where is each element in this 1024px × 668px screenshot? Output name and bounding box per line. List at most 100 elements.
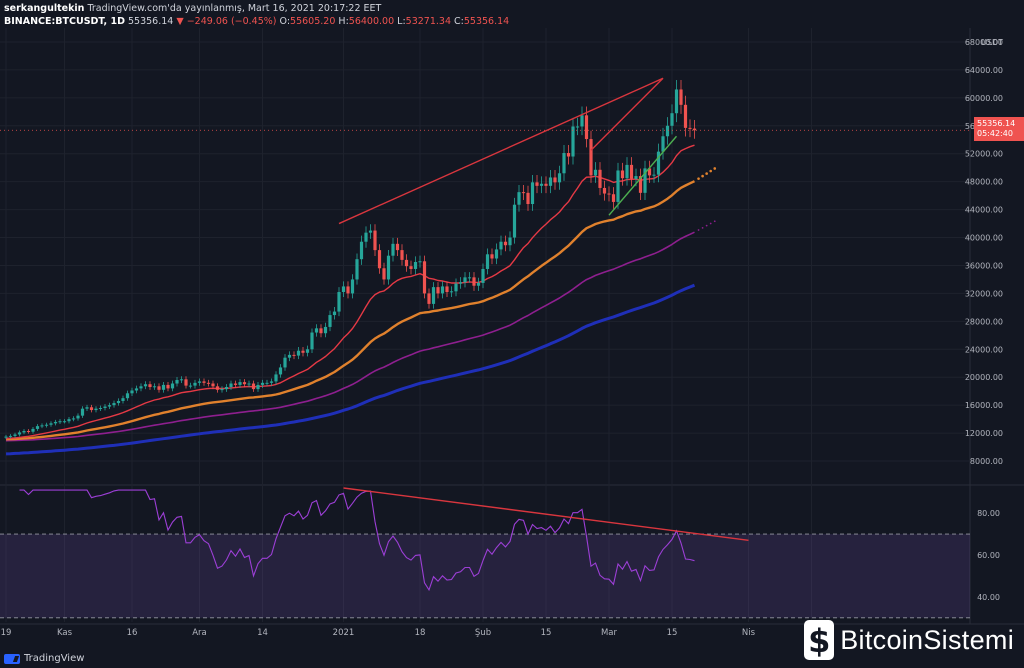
candle-body bbox=[220, 389, 224, 391]
candle-body bbox=[472, 277, 476, 286]
publish-info: serkangultekin TradingView.com'da yayınl… bbox=[4, 3, 381, 15]
candle-body bbox=[341, 286, 346, 293]
ema-lines bbox=[5, 144, 717, 456]
candle-body bbox=[166, 384, 170, 389]
price-tick-label: 64000.00 bbox=[965, 66, 1003, 75]
candle-body bbox=[346, 286, 350, 294]
time-tick-label: 15 bbox=[541, 628, 552, 638]
last-price: 55356.14 bbox=[128, 16, 174, 27]
candle-body bbox=[652, 174, 656, 176]
candle-body bbox=[562, 153, 566, 174]
candle-body bbox=[71, 418, 76, 420]
candle-body bbox=[184, 379, 188, 386]
candle-body bbox=[188, 385, 193, 387]
candle-body bbox=[404, 259, 409, 267]
time-tick-label: Nis bbox=[742, 628, 756, 638]
candle-body bbox=[22, 431, 26, 433]
candle-body bbox=[674, 89, 679, 114]
time-tick-label: 18 bbox=[415, 628, 426, 638]
ema-purple-line-projection-dot bbox=[697, 229, 700, 231]
candle-body bbox=[76, 415, 80, 419]
candle-body bbox=[26, 431, 31, 433]
candle-body bbox=[661, 136, 665, 152]
candle-body bbox=[499, 241, 503, 250]
candle-body bbox=[283, 357, 287, 368]
price-tick-label: 24000.00 bbox=[965, 345, 1003, 354]
candle-body bbox=[422, 261, 427, 294]
candlesticks bbox=[4, 80, 697, 440]
candle-body bbox=[544, 183, 548, 186]
candle-body bbox=[490, 254, 494, 259]
candle-body bbox=[553, 177, 557, 183]
candle-body bbox=[575, 126, 580, 128]
candle-body bbox=[454, 283, 458, 292]
candle-body bbox=[530, 182, 535, 205]
candle-body bbox=[112, 403, 116, 406]
candle-body bbox=[611, 194, 616, 202]
price-tick-label: 16000.00 bbox=[965, 401, 1003, 410]
candle-body bbox=[161, 384, 166, 390]
tradingview-logo[interactable]: TradingView bbox=[4, 653, 84, 664]
last-price-tag: 55356.14 05:42:40 bbox=[974, 117, 1024, 141]
change-down-icon: ▼ bbox=[176, 16, 184, 27]
rsi-trendline bbox=[343, 487, 749, 542]
candle-body bbox=[368, 230, 373, 233]
candle-body bbox=[625, 164, 629, 179]
candle-body bbox=[571, 126, 575, 157]
ema-orange-line-projection-dot bbox=[701, 174, 704, 178]
candle-body bbox=[215, 386, 220, 390]
high-label: H: bbox=[338, 16, 349, 27]
candle-body bbox=[85, 407, 89, 409]
ema-orange-line-projection-dot bbox=[697, 177, 700, 180]
candle-body bbox=[292, 354, 296, 356]
candle-body bbox=[107, 405, 112, 407]
candle-body bbox=[305, 349, 310, 353]
author-name[interactable]: serkangultekin bbox=[4, 3, 85, 14]
candle-body bbox=[467, 277, 472, 279]
candle-body bbox=[58, 421, 62, 423]
time-tick-label: 2021 bbox=[333, 628, 355, 638]
candle-body bbox=[688, 127, 692, 129]
candle-body bbox=[508, 237, 512, 246]
candle-body bbox=[364, 232, 368, 242]
candle-body bbox=[53, 421, 58, 424]
candle-body bbox=[413, 261, 418, 269]
price-tick-label: 12000.00 bbox=[965, 429, 1003, 438]
candle-body bbox=[242, 382, 247, 385]
candle-body bbox=[494, 249, 499, 259]
candle-body bbox=[301, 350, 305, 353]
trendlines bbox=[0, 77, 970, 225]
candle-body bbox=[89, 407, 94, 411]
candle-body bbox=[49, 423, 53, 425]
symbol-name[interactable]: BINANCE:BTCUSDT, 1D bbox=[4, 16, 125, 27]
candle-body bbox=[269, 381, 274, 383]
candle-body bbox=[332, 311, 337, 316]
low-value: 53271.34 bbox=[405, 16, 451, 27]
candle-body bbox=[427, 293, 431, 304]
candle-body bbox=[233, 383, 238, 385]
candle-body bbox=[256, 384, 260, 390]
candle-body bbox=[80, 408, 85, 416]
price-change: −249.06 (−0.45%) bbox=[186, 16, 277, 27]
candle-body bbox=[274, 374, 278, 382]
candle-body bbox=[278, 367, 283, 375]
candle-body bbox=[647, 168, 652, 176]
candle-body bbox=[260, 382, 265, 385]
candle-body bbox=[377, 250, 382, 269]
candle-body bbox=[445, 286, 449, 293]
candle-body bbox=[598, 169, 602, 188]
candle-body bbox=[431, 287, 436, 304]
candle-body bbox=[449, 291, 454, 293]
candle-body bbox=[548, 177, 553, 186]
candle-body bbox=[193, 382, 197, 386]
candle-body bbox=[251, 383, 256, 390]
ema-blue-line bbox=[5, 283, 696, 456]
open-label: O: bbox=[279, 16, 291, 27]
price-tick-label: 44000.00 bbox=[965, 206, 1003, 215]
candle-body bbox=[247, 383, 251, 385]
candle-body bbox=[13, 434, 17, 436]
price-tick-label: 36000.00 bbox=[965, 261, 1003, 270]
candle-body bbox=[179, 379, 184, 381]
ema-purple-line-projection-dot bbox=[705, 224, 708, 227]
